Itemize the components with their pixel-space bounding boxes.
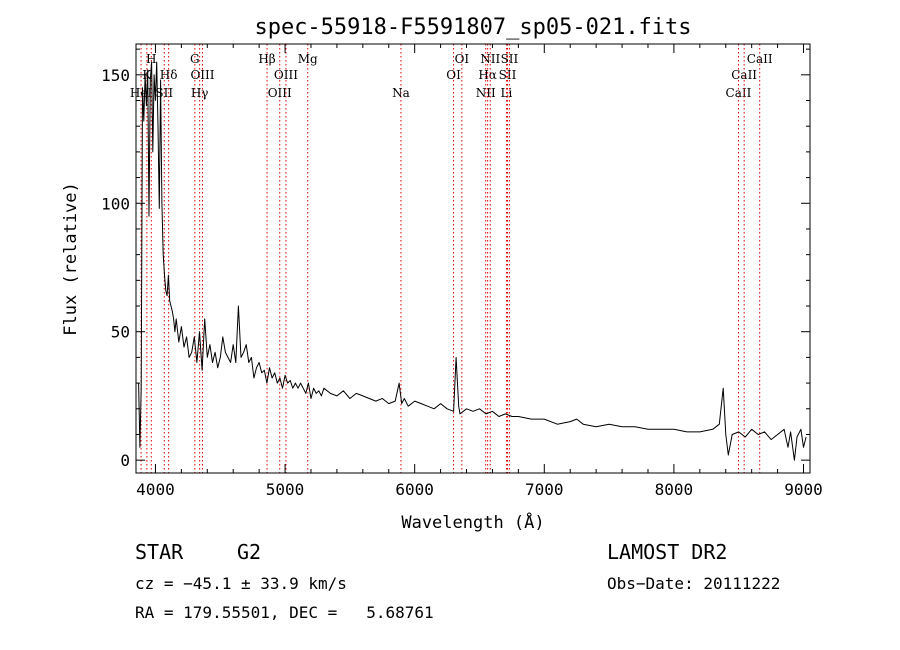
y-axis-label: Flux (relative) [61,182,81,336]
line-marker-label: CaII [747,52,773,66]
line-marker-label: G [190,52,200,66]
line-marker-label: OIII [268,86,292,100]
x-axis-label: Wavelength (Å) [401,511,544,533]
x-tick-label: 4000 [136,480,175,499]
x-tick-label: 9000 [784,480,823,499]
line-marker-label: Na [392,86,410,100]
x-tick-label: 6000 [395,480,434,499]
line-marker-label: Hδ [160,68,178,82]
line-marker-label: OIII [190,68,214,82]
survey-name: LAMOST DR2 [607,540,728,564]
line-marker-label: CaII [731,68,757,82]
line-marker-label: CaII [726,86,752,100]
velocity-readout: cz = −45.1 ± 33.9 km/s [135,574,347,593]
line-marker-label: NII [480,52,500,66]
chart-title: spec-55918-F5591807_sp05-021.fits [254,15,691,40]
line-markers: HeIKHSIIHδGHγOIIIHβOIIIOIIIMgNaOIOINIIHα… [130,44,773,473]
line-marker-label: OIII [274,68,298,82]
line-marker-label: Hα [478,68,497,82]
line-marker-label: Mg [298,52,318,66]
line-marker-label: Hβ [258,52,275,66]
line-marker-label: H [146,52,156,66]
coordinates-readout: RA = 179.55501, DEC = 5.68761 [135,603,434,622]
plot-frame [135,43,811,474]
line-marker-label: HeI [130,86,153,100]
observation-date: Obs−Date: 20111222 [607,574,781,593]
spectrum-series [138,61,807,461]
spectrum-line [138,61,807,461]
line-marker-label: NII [476,86,496,100]
line-marker-label: Li [501,86,513,100]
object-class: STAR [135,540,184,564]
x-tick-label: 7000 [525,480,564,499]
x-tick-label: 8000 [655,480,694,499]
line-marker-label: OI [455,52,470,66]
line-marker-label: Hγ [191,86,209,100]
y-tick-label: 0 [120,451,130,470]
object-subclass: G2 [237,540,262,564]
y-tick-label: 150 [101,66,130,85]
line-marker-label: SII [155,86,173,100]
y-tick-label: 100 [101,194,130,213]
y-tick-label: 50 [111,323,130,342]
line-marker-label: SII [501,52,519,66]
axes: 4000 5000 6000 7000 8000 9000 0 50 100 150 [101,44,823,499]
x-tick-label: 5000 [266,480,305,499]
line-marker-label: SII [499,68,517,82]
line-marker-label: OI [446,68,461,82]
